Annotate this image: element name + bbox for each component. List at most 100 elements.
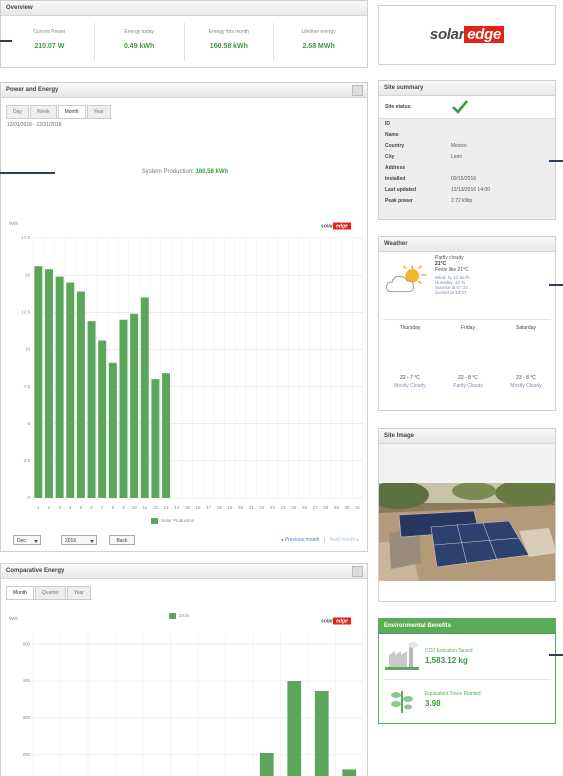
y-tick-label: 200 (22, 752, 30, 757)
environment-panel: Environmental Benefits CO2 Emission Save… (378, 618, 556, 724)
x-tick-label: 15 (185, 505, 191, 510)
panel-title: Weather (379, 237, 555, 252)
benefit-label: CO2 Emission Saved (425, 648, 473, 654)
x-tick-label: 6 (90, 505, 93, 510)
x-tick-label: 16 (195, 505, 201, 510)
detail-label: City (385, 154, 394, 160)
day-name: Friday (440, 325, 496, 331)
day-temp: 23 - 8 °C (498, 375, 554, 381)
divider (383, 679, 551, 680)
detail-label: Country (385, 143, 404, 149)
x-tick-label: 4 (69, 505, 72, 510)
select-arrow (34, 540, 38, 543)
bar (56, 277, 64, 498)
x-tick-label: 26 (302, 505, 308, 510)
x-tick-label: 19 (227, 505, 233, 510)
bar (315, 691, 329, 776)
x-tick-label: 1 (37, 505, 40, 510)
separator: | (324, 537, 325, 543)
weather-panel: Weather Partly cloudy 21°C Feels like 21… (378, 236, 556, 411)
logo-text: edge (336, 618, 348, 624)
y-axis-label: kWh (9, 616, 18, 621)
stat-label: Energy this month (185, 29, 274, 35)
month-select[interactable]: Dec (13, 535, 41, 545)
logo-text: solar (430, 26, 464, 43)
stat: Current Power 210.07 W (5, 23, 95, 61)
edge-marker (549, 160, 563, 162)
image-backdrop (379, 444, 556, 483)
x-tick-label: 11 (142, 505, 147, 510)
edge-marker (549, 284, 563, 286)
tab[interactable]: Quarter (35, 586, 66, 599)
tab[interactable]: Month (58, 105, 86, 118)
tab[interactable]: Day (6, 105, 29, 118)
y-tick-label: 5 (27, 421, 30, 426)
edge-marker (0, 172, 55, 174)
tab[interactable]: Week (30, 105, 57, 118)
y-tick-label: 7.5 (24, 384, 31, 389)
production-label: System Production: (142, 169, 194, 175)
collapse-button[interactable] (352, 566, 363, 577)
y-tick-label: 10 (25, 347, 31, 352)
weather-detail: Sunset at 18:07 (435, 290, 553, 295)
stat-label: Current Power (5, 29, 94, 35)
stat-label: Lifetime energy (274, 29, 363, 35)
edge-marker (549, 654, 563, 656)
detail-value: 12/13/2016 14:00 (451, 187, 490, 193)
year-select[interactable]: 2016 (61, 535, 97, 545)
weather-icon (385, 263, 427, 295)
divider (383, 319, 551, 320)
bar (45, 269, 53, 498)
logo-text: solar (321, 223, 334, 229)
x-tick-label: 23 (270, 505, 276, 510)
x-tick-label: 27 (313, 505, 319, 510)
feels-like: Feels like 21°C (435, 267, 553, 273)
day-temp: 22 - 8 °C (440, 375, 496, 381)
next-link[interactable]: Next month ▸ (330, 537, 359, 543)
x-tick-label: 3 (58, 505, 61, 510)
tab[interactable]: Month (6, 586, 34, 599)
benefit-value: 3.98 (425, 699, 441, 708)
panel-title: Site Image (379, 429, 555, 444)
collapse-button[interactable] (352, 85, 363, 96)
tabs: MonthQuarterYear (6, 586, 92, 600)
logo-panel: solaredge (378, 5, 556, 65)
logo-text: edge (336, 223, 348, 229)
detail-label: Installed (385, 176, 405, 182)
tab[interactable]: Year (67, 586, 91, 599)
detail-value: Mexico (451, 143, 467, 149)
x-tick-label: 30 (345, 505, 351, 510)
legend-swatch (169, 613, 176, 619)
y-axis-label: kWh (9, 221, 18, 226)
bar (34, 266, 42, 498)
detail-value: León (451, 154, 462, 160)
y-tick-label: 15 (25, 272, 31, 277)
day-name: Thursday (382, 325, 438, 331)
panel-title: Overview (1, 1, 367, 16)
edge-marker (0, 40, 12, 42)
bar (162, 373, 170, 498)
tab[interactable]: Year (87, 105, 111, 118)
benefit-label: Equivalent Trees Planted (425, 691, 481, 697)
detail-label: Address (385, 165, 405, 171)
bar (151, 379, 159, 498)
bar (119, 320, 127, 498)
stat-value: 210.07 W (5, 43, 94, 50)
prev-link[interactable]: ◂ Previous month (281, 537, 320, 543)
x-tick-label: 25 (291, 505, 297, 510)
back-button[interactable]: Back (109, 535, 135, 545)
y-tick-label: 0 (27, 495, 30, 500)
x-tick-label: 13 (164, 505, 170, 510)
x-tick-label: 14 (174, 505, 180, 510)
date-range: 12/01/2016 - 12/31/2016 (7, 122, 62, 128)
bar (260, 753, 274, 776)
tree-icon (387, 685, 417, 715)
x-tick-label: 7 (101, 505, 104, 510)
detail-label: Name (385, 132, 399, 138)
panel-title: Power and Energy (1, 83, 367, 98)
